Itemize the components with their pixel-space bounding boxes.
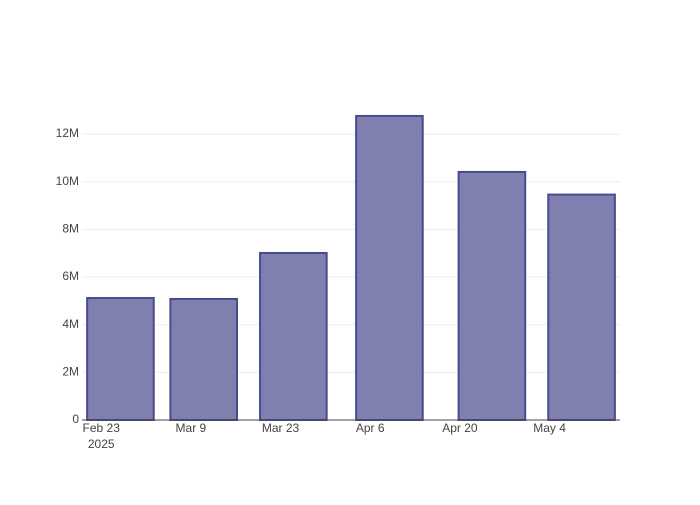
bar: [169, 297, 238, 421]
bar: [457, 170, 527, 421]
x-tick-label: Mar 23: [262, 421, 300, 435]
bar: [86, 297, 155, 421]
x-tick-label: Mar 9: [176, 421, 207, 435]
y-tick-label: 12M: [56, 126, 79, 140]
x-tick-label: Apr 20: [442, 421, 478, 435]
y-tick-label: 6M: [62, 269, 79, 283]
y-tick-label: 2M: [62, 365, 79, 379]
y-tick-label: 4M: [62, 317, 79, 331]
x-tick-label: May 4: [533, 421, 566, 435]
bar: [355, 114, 424, 421]
y-tick-label: 8M: [62, 222, 79, 236]
x-tick-label: Feb 23: [83, 421, 121, 435]
bar: [547, 193, 616, 421]
y-tick-label: 0: [72, 412, 79, 426]
bar: [259, 251, 328, 421]
y-tick-label: 10M: [56, 174, 79, 188]
x-year-label: 2025: [88, 437, 115, 451]
x-tick-label: Apr 6: [356, 421, 385, 435]
